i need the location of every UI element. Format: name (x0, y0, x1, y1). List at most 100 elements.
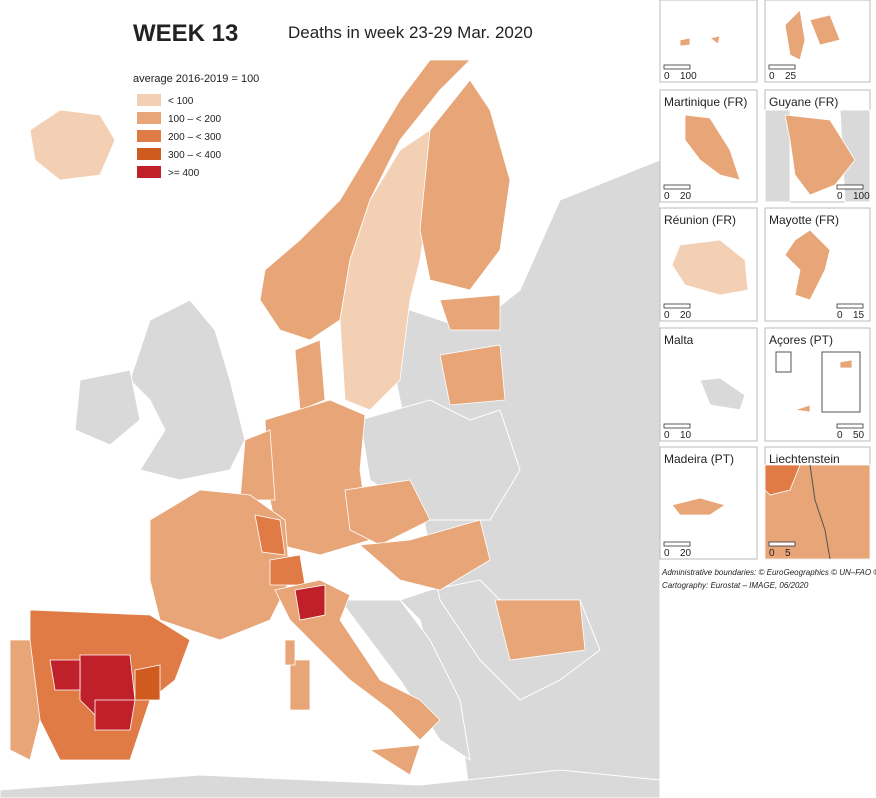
inset (659, 0, 758, 83)
border (809, 464, 831, 560)
region (764, 464, 871, 560)
region (671, 497, 726, 516)
region (784, 229, 831, 301)
region (784, 114, 856, 196)
inset-title: Malta (664, 333, 694, 347)
legend-swatch (137, 112, 161, 124)
scale-label: 0 (769, 548, 775, 559)
region (764, 464, 801, 496)
scale-label: 5 (785, 548, 791, 559)
region (839, 359, 853, 369)
scale-bar (836, 184, 864, 190)
region (269, 554, 306, 586)
region (344, 479, 431, 546)
land (0, 769, 661, 798)
scale-bar (663, 184, 691, 190)
inset (764, 0, 871, 83)
scale-label: 100 (680, 71, 697, 82)
scale-label: 50 (853, 430, 865, 441)
land (129, 299, 246, 481)
scale-label: 25 (785, 71, 797, 82)
legend-swatch (137, 130, 161, 142)
scale-label: 15 (853, 310, 865, 321)
legend-swatch (137, 94, 161, 106)
region (259, 59, 471, 341)
inset-title: Mayotte (FR) (769, 213, 839, 227)
region (494, 599, 586, 661)
region (671, 239, 749, 296)
scale-bar (836, 423, 864, 429)
legend-title: average 2016-2019 = 100 (133, 73, 259, 85)
region (239, 429, 276, 501)
credit: Administrative boundaries: © EuroGeograp… (661, 568, 876, 577)
region (29, 109, 116, 181)
region (94, 699, 136, 731)
region (679, 37, 691, 47)
scale-label: 0 (769, 71, 775, 82)
region (9, 639, 41, 761)
region (419, 79, 511, 291)
region (439, 294, 501, 331)
inset-title: Guyane (FR) (769, 95, 838, 109)
inset (764, 327, 871, 442)
region (284, 639, 296, 666)
legend-label: >= 400 (168, 168, 200, 179)
scale-bar (768, 541, 796, 547)
regions (9, 59, 586, 776)
region (359, 519, 491, 591)
region (289, 659, 311, 711)
scale-label: 0 (664, 71, 670, 82)
scale-bar (836, 303, 864, 309)
legend-label: 200 – < 300 (168, 132, 222, 143)
legend-label: 100 – < 200 (168, 114, 222, 125)
region (439, 344, 506, 406)
scale-label: 0 (664, 310, 670, 321)
inset-title: Madeira (PT) (664, 452, 734, 466)
region (784, 9, 806, 61)
inset-title: Réunion (FR) (664, 213, 736, 227)
region (254, 514, 286, 556)
scale-label: 0 (664, 548, 670, 559)
scale-bar (768, 64, 796, 70)
frame (775, 351, 792, 373)
region (684, 114, 741, 181)
scale-label: 0 (664, 430, 670, 441)
land (764, 109, 791, 203)
title: WEEK 13 (133, 20, 238, 47)
legend-label: < 100 (168, 96, 194, 107)
scale-bar (663, 541, 691, 547)
scale-label: 20 (680, 191, 692, 202)
scale-label: 0 (837, 430, 843, 441)
legend: < 100 100 – < 200 200 – < 300 300 – < 400 >=… (137, 94, 222, 179)
credit: Cartography: Eurostat – IMAGE, 06/2020 (662, 581, 809, 590)
legend-swatch (137, 166, 161, 178)
region (49, 659, 81, 691)
scale-label: 20 (680, 310, 692, 321)
region (809, 14, 841, 46)
inset-title: Liechtenstein (769, 452, 840, 466)
scale-label: 0 (837, 191, 843, 202)
legend-label: 300 – < 400 (168, 150, 222, 161)
region (149, 489, 291, 641)
region (709, 35, 721, 45)
scale-bar (663, 423, 691, 429)
inset-title: Martinique (FR) (664, 95, 747, 109)
region (368, 744, 421, 776)
legend-swatch (137, 148, 161, 160)
region (134, 664, 161, 701)
scale-bar (663, 303, 691, 309)
land (74, 369, 141, 446)
region (794, 404, 811, 413)
scale-label: 0 (664, 191, 670, 202)
scale-label: 10 (680, 430, 692, 441)
land (699, 377, 746, 411)
region (294, 339, 326, 411)
subtitle: Deaths in week 23-29 Mar. 2020 (288, 23, 533, 42)
region (294, 584, 326, 621)
region (274, 579, 441, 741)
frame (821, 351, 861, 413)
scale-label: 0 (837, 310, 843, 321)
scale-label: 20 (680, 548, 692, 559)
